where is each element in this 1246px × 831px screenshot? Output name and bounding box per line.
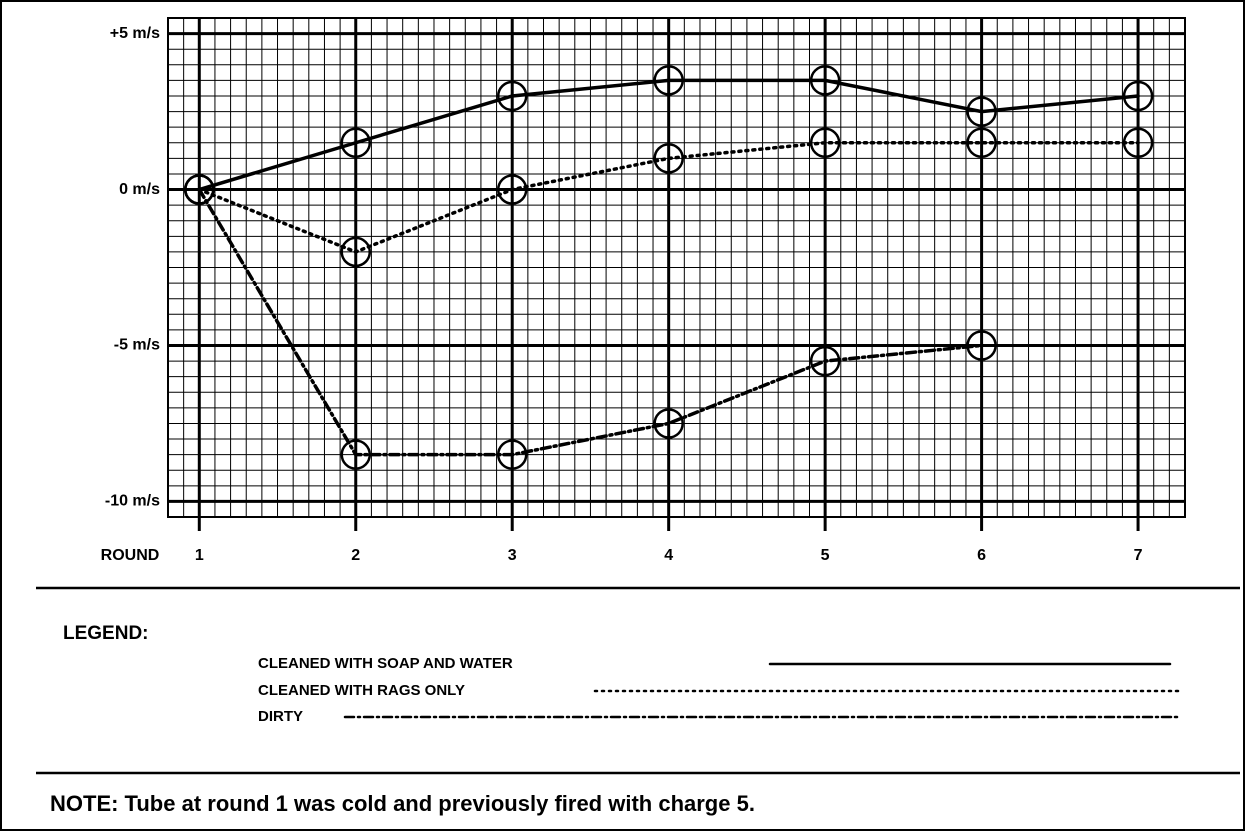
x-tick-label: 6 — [977, 547, 986, 564]
y-tick-label: -5 m/s — [114, 337, 160, 354]
data-point — [809, 65, 841, 96]
data-point — [653, 65, 684, 96]
y-tick-label: 0 m/s — [119, 181, 160, 198]
legend-label: CLEANED WITH SOAP AND WATER — [258, 655, 513, 672]
series-line — [197, 141, 1140, 254]
x-tick-label: 2 — [351, 547, 360, 564]
data-point — [653, 408, 684, 439]
data-point — [809, 127, 841, 158]
data-point — [340, 236, 372, 268]
x-tick-label: 7 — [1134, 547, 1143, 564]
data-point — [496, 174, 528, 205]
data-point — [1122, 80, 1154, 112]
x-tick-label: 4 — [664, 547, 673, 564]
y-tick-label: +5 m/s — [110, 25, 160, 42]
legend-title: LEGEND: — [63, 623, 149, 644]
data-point — [809, 345, 841, 377]
note: NOTE: Tube at round 1 was cold and previ… — [50, 791, 755, 816]
y-tick-label: -10 m/s — [105, 493, 160, 510]
data-point — [340, 127, 372, 158]
data-point — [496, 80, 528, 112]
x-axis-label: ROUND — [101, 547, 160, 564]
x-tick-label: 1 — [195, 547, 204, 564]
series-line — [197, 78, 1140, 192]
data-point — [496, 439, 528, 470]
data-point — [966, 330, 997, 361]
data-point — [653, 143, 684, 174]
plot-border — [167, 17, 1186, 518]
data-point — [966, 127, 997, 158]
x-tick-label: 5 — [821, 547, 830, 564]
data-point — [184, 174, 215, 205]
data-point — [966, 96, 997, 127]
data-point — [1122, 127, 1154, 158]
x-tick-label: 3 — [508, 547, 517, 564]
legend-label: CLEANED WITH RAGS ONLY — [258, 682, 465, 699]
series-line — [197, 187, 984, 457]
legend-label: DIRTY — [258, 708, 303, 725]
data-point — [340, 439, 372, 470]
